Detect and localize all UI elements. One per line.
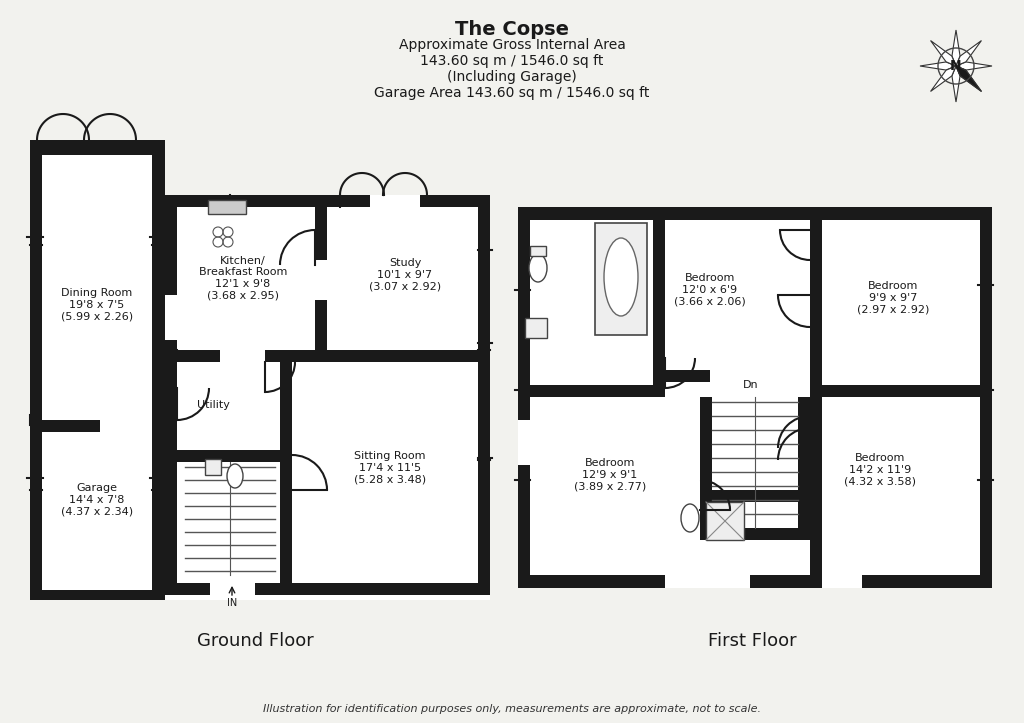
Bar bbox=[653, 207, 665, 395]
Bar bbox=[220, 350, 265, 362]
Bar bbox=[30, 140, 165, 600]
Text: (Including Garage): (Including Garage) bbox=[447, 70, 577, 84]
Bar bbox=[208, 200, 246, 214]
Bar bbox=[205, 459, 221, 475]
Bar bbox=[327, 350, 490, 362]
Bar bbox=[165, 583, 490, 595]
Bar bbox=[518, 385, 992, 397]
Bar bbox=[810, 207, 822, 588]
Polygon shape bbox=[956, 66, 981, 91]
Bar bbox=[518, 207, 992, 588]
Bar bbox=[152, 140, 165, 340]
Bar bbox=[822, 450, 862, 462]
Bar bbox=[665, 310, 710, 322]
Ellipse shape bbox=[227, 464, 243, 488]
Bar bbox=[798, 397, 810, 540]
Bar bbox=[822, 300, 862, 312]
Bar bbox=[715, 385, 795, 397]
Bar bbox=[478, 195, 490, 595]
Text: Bedroom
9'9 x 9'7
(2.97 x 2.92): Bedroom 9'9 x 9'7 (2.97 x 2.92) bbox=[857, 281, 929, 315]
Bar bbox=[706, 502, 744, 540]
Text: Garage Area 143.60 sq m / 1546.0 sq ft: Garage Area 143.60 sq m / 1546.0 sq ft bbox=[375, 86, 649, 100]
Bar bbox=[165, 195, 177, 350]
Bar bbox=[165, 450, 292, 462]
Bar bbox=[165, 350, 177, 595]
Bar bbox=[700, 528, 810, 540]
Ellipse shape bbox=[604, 238, 638, 316]
Text: Ground Floor: Ground Floor bbox=[197, 632, 313, 650]
Bar bbox=[100, 420, 152, 432]
Bar bbox=[280, 362, 292, 595]
Text: Kitchen/
Breakfast Room
12'1 x 9'8
(3.68 x 2.95): Kitchen/ Breakfast Room 12'1 x 9'8 (3.68… bbox=[199, 256, 287, 300]
Text: IN: IN bbox=[227, 598, 238, 608]
Text: Bedroom
12'0 x 6'9
(3.66 x 2.06): Bedroom 12'0 x 6'9 (3.66 x 2.06) bbox=[674, 273, 745, 307]
Polygon shape bbox=[931, 66, 956, 91]
Ellipse shape bbox=[529, 254, 547, 282]
Bar bbox=[653, 370, 710, 382]
Bar bbox=[152, 432, 165, 595]
Bar bbox=[165, 195, 490, 600]
Text: Utility: Utility bbox=[197, 400, 229, 410]
Polygon shape bbox=[952, 30, 961, 66]
Polygon shape bbox=[956, 66, 981, 91]
Bar bbox=[518, 207, 530, 588]
Bar bbox=[165, 350, 315, 362]
Bar bbox=[530, 246, 546, 256]
Bar bbox=[315, 260, 327, 300]
Bar bbox=[822, 575, 862, 588]
Bar bbox=[165, 195, 490, 600]
Polygon shape bbox=[956, 40, 981, 66]
Text: Bedroom
14'2 x 11'9
(4.32 x 3.58): Bedroom 14'2 x 11'9 (4.32 x 3.58) bbox=[844, 453, 916, 487]
Text: Up: Up bbox=[248, 450, 262, 460]
Text: Dining Room
19'8 x 7'5
(5.99 x 2.26): Dining Room 19'8 x 7'5 (5.99 x 2.26) bbox=[61, 288, 133, 322]
Ellipse shape bbox=[681, 504, 699, 532]
Bar bbox=[980, 207, 992, 588]
Bar bbox=[210, 583, 255, 595]
Text: Study
10'1 x 9'7
(3.07 x 2.92): Study 10'1 x 9'7 (3.07 x 2.92) bbox=[369, 258, 441, 291]
Bar bbox=[700, 397, 712, 540]
Bar bbox=[30, 140, 165, 155]
Bar bbox=[30, 140, 165, 600]
Polygon shape bbox=[956, 62, 992, 70]
Text: Sitting Room
17'4 x 11'5
(5.28 x 3.48): Sitting Room 17'4 x 11'5 (5.28 x 3.48) bbox=[354, 451, 426, 484]
Text: 143.60 sq m / 1546.0 sq ft: 143.60 sq m / 1546.0 sq ft bbox=[420, 54, 604, 68]
Bar bbox=[315, 195, 327, 362]
Text: Illustration for identification purposes only, measurements are approximate, not: Illustration for identification purposes… bbox=[263, 704, 761, 714]
Text: Bedroom
12'9 x 9'1
(3.89 x 2.77): Bedroom 12'9 x 9'1 (3.89 x 2.77) bbox=[573, 458, 646, 492]
Text: First Floor: First Floor bbox=[708, 632, 797, 650]
Bar bbox=[165, 195, 490, 207]
Bar bbox=[518, 575, 992, 588]
Text: Approximate Gross Internal Area: Approximate Gross Internal Area bbox=[398, 38, 626, 52]
Bar bbox=[152, 340, 177, 420]
Bar bbox=[370, 195, 420, 207]
Polygon shape bbox=[952, 66, 961, 102]
Text: Dn: Dn bbox=[743, 380, 759, 390]
Bar bbox=[165, 295, 177, 340]
Bar bbox=[30, 140, 165, 600]
Bar bbox=[665, 385, 810, 397]
Text: Garage
14'4 x 7'8
(4.37 x 2.34): Garage 14'4 x 7'8 (4.37 x 2.34) bbox=[61, 484, 133, 517]
Text: N: N bbox=[950, 59, 962, 73]
Bar bbox=[525, 318, 547, 338]
Bar bbox=[518, 207, 992, 220]
Bar bbox=[595, 223, 647, 335]
Bar bbox=[30, 140, 42, 600]
Bar bbox=[665, 575, 750, 588]
Bar bbox=[152, 420, 165, 600]
Bar bbox=[30, 590, 165, 600]
Bar bbox=[42, 420, 165, 432]
Polygon shape bbox=[920, 62, 956, 70]
Bar bbox=[700, 490, 810, 502]
Text: The Copse: The Copse bbox=[455, 20, 569, 39]
Bar bbox=[822, 220, 862, 228]
Bar bbox=[518, 420, 530, 465]
Polygon shape bbox=[931, 40, 956, 66]
